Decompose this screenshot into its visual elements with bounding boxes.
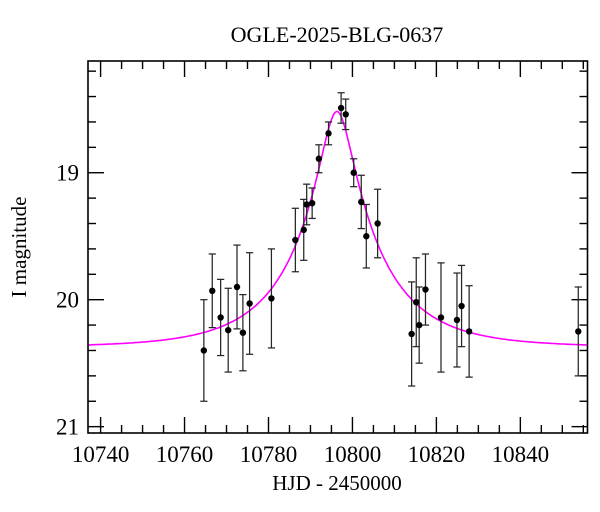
data-point <box>200 347 208 354</box>
data-point <box>300 226 307 234</box>
data-point <box>239 329 247 336</box>
data-point <box>342 111 349 118</box>
y-tick-label: 19 <box>56 161 79 186</box>
x-tick-label: 10840 <box>492 442 550 467</box>
data-point <box>363 233 370 240</box>
x-tick-label: 10800 <box>324 442 382 467</box>
y-tick-label: 21 <box>56 415 79 440</box>
data-point <box>303 201 310 208</box>
data-point <box>465 328 473 335</box>
x-tick-label: 10780 <box>240 442 298 467</box>
error-bars <box>200 92 582 402</box>
data-point <box>209 287 216 295</box>
axis-ticks <box>88 61 588 433</box>
data-point <box>246 300 253 307</box>
data-point <box>308 199 316 207</box>
data-point <box>325 130 332 137</box>
data-point <box>217 314 224 321</box>
data-point <box>413 299 420 306</box>
data-point <box>268 295 275 302</box>
data-points <box>200 104 582 354</box>
x-tick-label: 10760 <box>156 442 214 467</box>
x-tick-label: 10820 <box>408 442 466 467</box>
data-point <box>458 302 465 310</box>
data-point <box>374 220 381 227</box>
y-tick-labels: 19 20 21 <box>56 161 79 440</box>
x-tick-labels: 10740 10760 10780 10800 10820 10840 <box>72 442 549 467</box>
data-point <box>415 321 423 329</box>
data-point <box>408 330 415 338</box>
x-axis-label: HJD - 2450000 <box>272 471 402 495</box>
data-point <box>453 316 461 324</box>
data-point <box>437 314 445 321</box>
x-tick-label: 10740 <box>72 442 130 467</box>
data-point <box>337 104 345 112</box>
data-point <box>233 283 241 291</box>
data-point <box>358 198 365 206</box>
model-curve <box>88 110 587 346</box>
data-point <box>292 236 299 244</box>
data-point <box>315 155 323 162</box>
plot-frame <box>87 60 589 434</box>
data-point <box>575 328 582 335</box>
plot-title: OGLE-2025-BLG-0637 <box>231 22 444 47</box>
data-point <box>350 169 357 176</box>
y-tick-label: 20 <box>56 288 79 313</box>
data-point <box>224 326 232 334</box>
data-point <box>422 286 429 293</box>
y-axis-label: I magnitude <box>7 197 31 298</box>
